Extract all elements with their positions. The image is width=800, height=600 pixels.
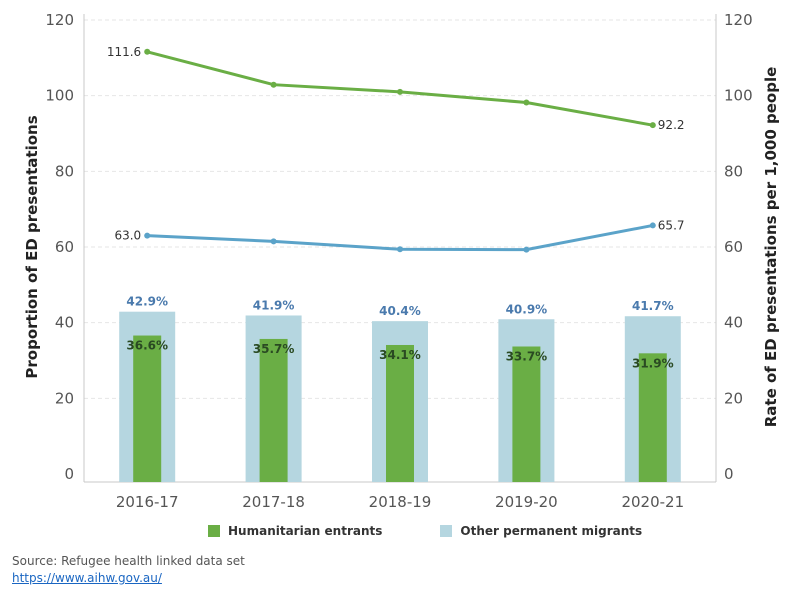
bar-humanitarian (638, 353, 667, 482)
right-tick-label: 20 (724, 389, 743, 407)
bar-label-other-migrants: 42.9% (126, 295, 168, 309)
x-axis-ticks: 2016-17 2017-18 2018-19 2019-20 2020-21 (116, 493, 684, 511)
legend-label-humanitarian: Humanitarian entrants (228, 524, 383, 538)
left-tick-label: 100 (45, 87, 74, 105)
line-point (144, 232, 151, 239)
source-link[interactable]: https://www.aihw.gov.au/ (12, 571, 162, 585)
bar-label-other-migrants: 41.9% (253, 298, 295, 312)
x-tick-label: 2017-18 (242, 493, 305, 511)
line-point (270, 81, 277, 88)
line-other-migrants (147, 223, 654, 252)
left-axis-title: Proportion of ED presentations (23, 115, 41, 378)
line-point (649, 122, 656, 129)
right-axis-ticks: 0 20 40 60 80 100 120 (724, 11, 753, 483)
legend-item-other-migrants[interactable]: Other permanent migrants (440, 524, 642, 538)
x-tick-label: 2020-21 (621, 493, 684, 511)
bar-humanitarian (512, 346, 541, 482)
right-tick-label: 60 (724, 238, 743, 256)
line-start-label: 111.6 (107, 45, 141, 59)
line-point (523, 246, 530, 253)
x-tick-label: 2019-20 (495, 493, 558, 511)
left-tick-label: 40 (55, 314, 74, 332)
line-humanitarian (146, 50, 654, 127)
line-end-label: 65.7 (658, 218, 685, 232)
x-tick-label: 2018-19 (369, 493, 432, 511)
bar-humanitarian (133, 335, 162, 482)
legend: Humanitarian entrants Other permanent mi… (208, 524, 642, 538)
bar-label-humanitarian: 36.6% (126, 339, 168, 353)
bar-label-humanitarian: 33.7% (506, 350, 548, 364)
bar-humanitarian (259, 338, 288, 482)
left-tick-label: 0 (64, 465, 74, 483)
left-tick-label: 60 (55, 238, 74, 256)
lines: 111.6 92.2 63.0 65.7 (107, 45, 685, 253)
line-point (144, 48, 151, 55)
bars: 42.9% 36.6% 41.9% 35.7% 40.4% 34.1% 40.9% 33.7%… (119, 295, 681, 482)
right-tick-label: 100 (724, 87, 753, 105)
left-tick-label: 120 (45, 11, 74, 29)
right-tick-label: 0 (724, 465, 734, 483)
line-point (397, 246, 403, 253)
bar-label-humanitarian: 34.1% (379, 348, 421, 362)
right-tick-label: 40 (724, 314, 743, 332)
right-tick-label: 120 (724, 11, 753, 29)
line-end-label: 92.2 (658, 118, 685, 132)
line-point (649, 222, 656, 229)
legend-swatch-other-migrants (440, 525, 453, 537)
bar-label-humanitarian: 31.9% (632, 356, 674, 370)
legend-item-humanitarian[interactable]: Humanitarian entrants (208, 524, 382, 538)
line-point (270, 238, 277, 245)
left-axis-ticks: 0 20 40 60 80 100 120 (45, 11, 74, 483)
legend-swatch-humanitarian (208, 525, 220, 537)
left-tick-label: 20 (55, 389, 74, 407)
right-tick-label: 80 (724, 162, 743, 180)
line-point (523, 99, 530, 106)
bar-label-other-migrants: 41.7% (632, 299, 674, 313)
bar-humanitarian (386, 344, 414, 482)
right-axis-title: Rate of ED presentations per 1,000 peopl… (762, 67, 780, 428)
legend-label-other-migrants: Other permanent migrants (460, 524, 643, 538)
combo-chart: 0 20 40 60 80 100 120 0 20 40 60 80 100 120 42.9% 36.… (23, 11, 780, 511)
source-text: Source: Refugee health linked data set (12, 554, 245, 568)
line-point (397, 88, 403, 95)
line-start-label: 63.0 (114, 229, 141, 243)
bar-label-humanitarian: 35.7% (253, 342, 295, 356)
bar-label-other-migrants: 40.9% (506, 302, 548, 316)
source-note: Source: Refugee health linked data set h… (12, 553, 245, 587)
x-tick-label: 2016-17 (116, 493, 179, 511)
bar-label-other-migrants: 40.4% (379, 304, 421, 318)
left-tick-label: 80 (55, 162, 74, 180)
